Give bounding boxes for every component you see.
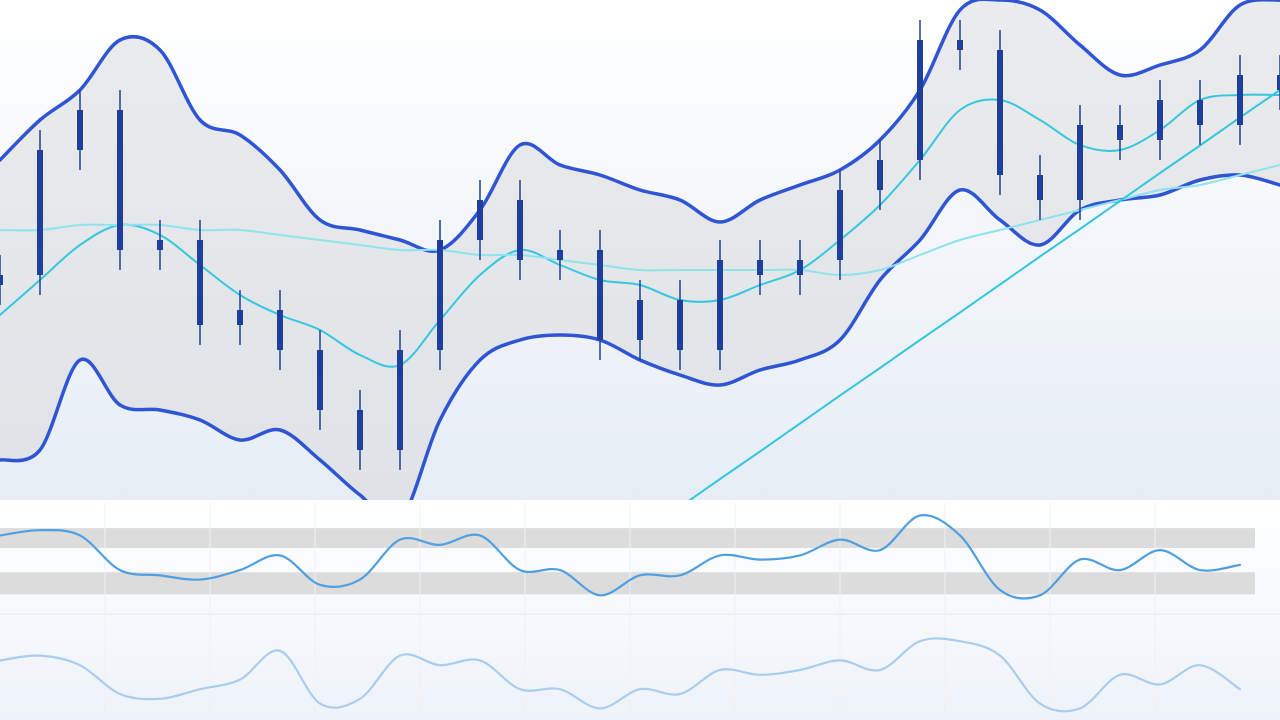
chart-panel — [0, 617, 1242, 720]
candle-body — [837, 190, 843, 260]
candle-body — [357, 410, 363, 450]
candle-body — [597, 250, 603, 340]
candle-body — [1157, 100, 1163, 140]
candle-body — [157, 240, 163, 250]
candle-body — [0, 275, 3, 285]
candle-body — [637, 300, 643, 340]
candle-body — [1277, 75, 1280, 90]
candle-body — [797, 260, 803, 275]
candle-body — [1197, 100, 1203, 125]
candle-body — [1037, 175, 1043, 200]
candle-body — [517, 200, 523, 260]
level-band — [0, 572, 1255, 595]
candle-body — [877, 160, 883, 190]
series-line — [0, 514, 1242, 600]
series-line — [0, 164, 1280, 276]
candle-body — [1117, 125, 1123, 140]
series-line — [0, 173, 1280, 500]
candle-body — [677, 300, 683, 350]
candle-body — [477, 200, 483, 240]
candle-body — [437, 240, 443, 350]
candle-body — [557, 250, 563, 260]
candle-body — [1237, 75, 1243, 125]
series-line — [688, 89, 1280, 500]
candle-body — [277, 310, 283, 350]
candle-body — [717, 260, 723, 350]
candle-body — [237, 310, 243, 325]
chart-panel — [0, 503, 1255, 613]
series-line — [0, 0, 1280, 253]
candle-body — [117, 110, 123, 250]
chart-panel — [0, 0, 1280, 500]
candle-body — [77, 110, 83, 150]
candle-body — [317, 350, 323, 410]
candle-body — [37, 150, 43, 275]
candle-body — [917, 40, 923, 160]
candle-body — [997, 50, 1003, 175]
level-band — [0, 528, 1255, 549]
candle-body — [1077, 125, 1083, 200]
candle-body — [757, 260, 763, 275]
candle-body — [197, 240, 203, 325]
candle-body — [957, 40, 963, 50]
candle-body — [397, 350, 403, 450]
series-line — [0, 637, 1242, 713]
